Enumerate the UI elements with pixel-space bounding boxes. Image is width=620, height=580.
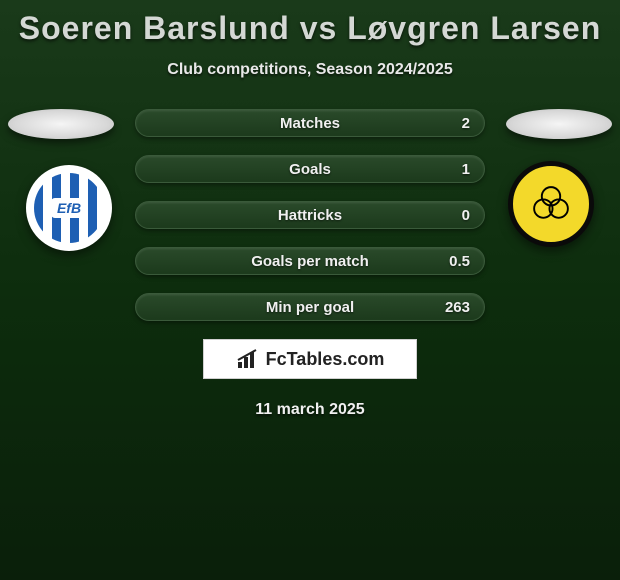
club-left-badge: EfB [26, 165, 112, 251]
page-title: Soeren Barslund vs Løvgren Larsen [0, 0, 620, 47]
club-left-stripes: EfB [34, 173, 104, 243]
stat-row: Hattricks 0 [135, 201, 485, 229]
stat-label: Goals [289, 161, 331, 178]
stat-label: Matches [280, 115, 340, 132]
club-right-badge [508, 161, 594, 247]
brand-box: FcTables.com [203, 339, 417, 379]
bar-chart-icon [236, 348, 260, 370]
stat-value: 263 [445, 299, 470, 316]
stat-value: 0 [462, 207, 470, 224]
stat-label: Hattricks [278, 207, 342, 224]
stat-label: Goals per match [251, 253, 369, 270]
stat-row: Matches 2 [135, 109, 485, 137]
stats-list: Matches 2 Goals 1 Hattricks 0 Goals per … [135, 109, 485, 321]
stat-value: 1 [462, 161, 470, 178]
page-subtitle: Club competitions, Season 2024/2025 [0, 61, 620, 79]
player-right-avatar [506, 109, 612, 139]
stat-row: Min per goal 263 [135, 293, 485, 321]
stat-row: Goals 1 [135, 155, 485, 183]
club-left-abbr: EfB [51, 198, 87, 218]
stat-value: 2 [462, 115, 470, 132]
brand-text: FcTables.com [266, 349, 385, 370]
stat-row: Goals per match 0.5 [135, 247, 485, 275]
stat-value: 0.5 [449, 253, 470, 270]
stat-label: Min per goal [266, 299, 354, 316]
club-right-rings-icon [528, 181, 574, 227]
comparison-panel: EfB Matches 2 Goals 1 Hattricks 0 Goals … [0, 109, 620, 419]
player-left-avatar [8, 109, 114, 139]
generated-date: 11 march 2025 [0, 401, 620, 419]
